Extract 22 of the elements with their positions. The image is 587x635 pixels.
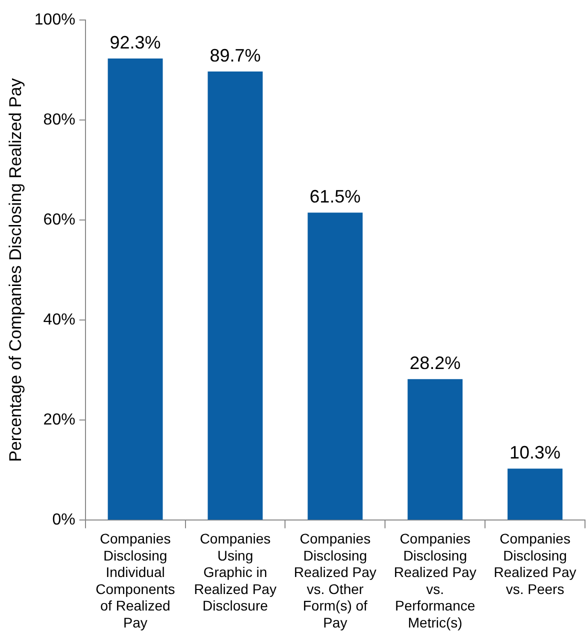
data-label: 10.3% — [510, 442, 561, 463]
y-axis-title: Percentage of Companies Disclosing Realized Pay — [6, 78, 25, 462]
bar — [408, 379, 463, 520]
bar — [108, 58, 163, 520]
y-tick-label: 0% — [52, 512, 76, 529]
data-label: 92.3% — [110, 32, 161, 52]
x-tick-label: Companies Disclosing Realized Pay vs. Peers — [494, 530, 576, 597]
x-tick-label: Companies Using Graphic in Realized Pay Disclosure — [194, 530, 276, 614]
x-tick-label: Companies Disclosing Individual Components of Realized Pay — [96, 530, 175, 630]
data-label: 89.7% — [210, 45, 261, 66]
x-tick-label: Companies Disclosing Realized Pay vs. Performance Metric(s) — [394, 530, 476, 630]
y-tick-label: 100% — [34, 11, 76, 28]
data-label: 28.2% — [410, 353, 461, 374]
bar — [208, 72, 263, 520]
y-tick-label: 80% — [43, 111, 76, 128]
data-label: 61.5% — [310, 186, 361, 207]
y-tick-label: 60% — [43, 211, 76, 228]
x-tick-label: Companies Disclosing Realized Pay vs. Other Form(s) of Pay — [294, 530, 376, 630]
y-tick-label: 40% — [43, 312, 76, 329]
bar — [508, 468, 563, 520]
y-tick-label: 20% — [43, 412, 76, 429]
bar — [308, 212, 363, 520]
